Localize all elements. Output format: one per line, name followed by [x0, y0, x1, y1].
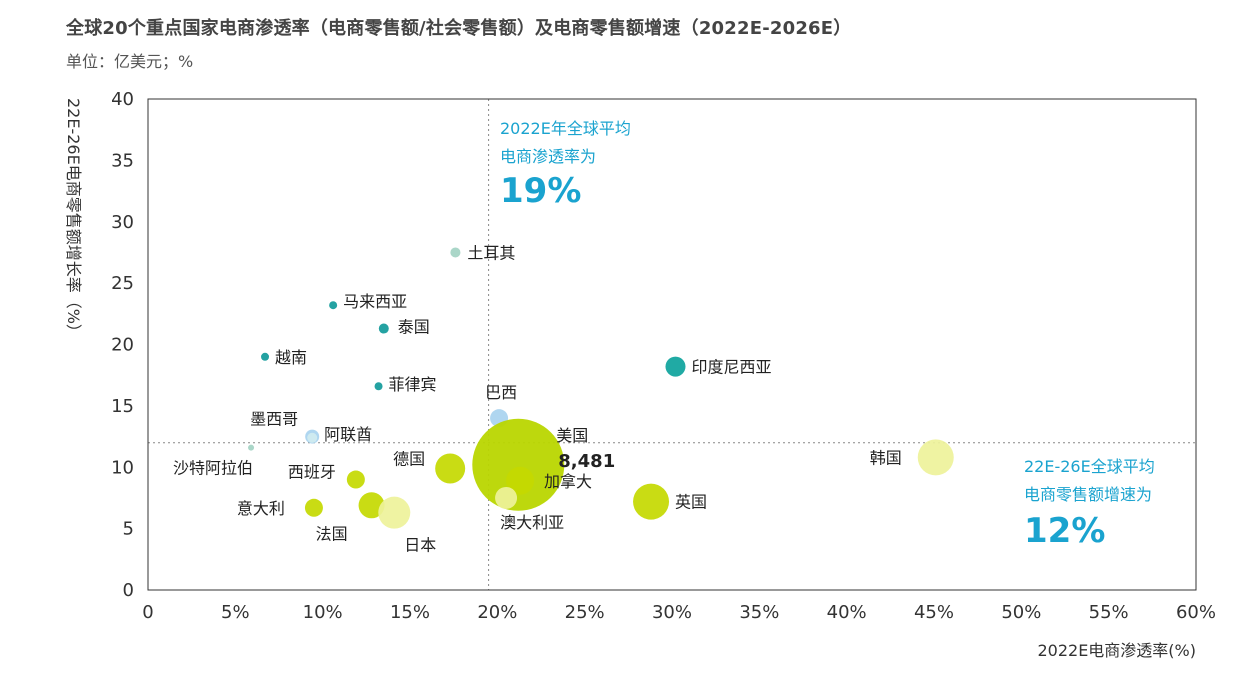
y-tick-label: 20	[111, 335, 134, 356]
data-point	[329, 301, 338, 310]
plot-frame	[147, 98, 1197, 591]
x-tick-label: 50%	[1001, 602, 1041, 623]
point-label: 韩国	[870, 448, 902, 467]
point-label: 越南	[275, 348, 307, 367]
point-label: 意大利	[237, 499, 285, 518]
y-tick-label: 0	[123, 580, 134, 601]
data-point	[450, 247, 461, 258]
data-point	[435, 453, 466, 484]
point-label: 德国	[393, 449, 425, 468]
point-label: 澳大利亚	[500, 513, 564, 532]
point-label: 法国	[316, 524, 348, 543]
data-point	[358, 492, 385, 519]
x-tick-label: 0	[142, 602, 153, 623]
data-point	[917, 439, 954, 476]
point-label: 英国	[675, 493, 707, 512]
point-label: 沙特阿拉伯	[173, 459, 253, 478]
x-tick-label: 10%	[303, 602, 343, 623]
point-label: 西班牙	[288, 463, 336, 482]
data-point	[378, 496, 411, 529]
y-tick-label: 40	[111, 89, 134, 110]
y-tick-label: 15	[111, 396, 134, 417]
x-avg-annotation-line1: 2022E年全球平均	[500, 119, 631, 138]
y-avg-annotation-line1: 22E-26E全球平均	[1024, 457, 1155, 476]
x-tick-label: 60%	[1176, 602, 1216, 623]
y-axis-label-text: 22E-26E电商零售额增长率（%）	[64, 98, 83, 340]
point-label: 加拿大	[544, 472, 592, 491]
point-label: 泰国	[398, 318, 430, 337]
y-axis-label: 22E-26E电商零售额增长率（%）	[64, 98, 83, 340]
y-tick-label: 35	[111, 150, 134, 171]
x-tick-label: 25%	[565, 602, 605, 623]
data-point	[506, 466, 535, 495]
chart-title: 全球20个重点国家电商渗透率（电商零售额/社会零售额）及电商零售额增速（2022…	[66, 18, 852, 39]
point-label: 墨西哥	[250, 410, 298, 429]
x-axis-label: 2022E电商渗透率(%)	[1037, 641, 1196, 660]
point-label: 美国	[556, 426, 588, 445]
x-tick-label: 40%	[827, 602, 867, 623]
y-tick-label: 10	[111, 457, 134, 478]
point-label: 日本	[404, 536, 436, 555]
y-tick-label: 30	[111, 212, 134, 233]
x-tick-label: 55%	[1089, 602, 1129, 623]
point-label: 土耳其	[467, 243, 515, 262]
data-point	[472, 418, 565, 511]
data-point	[495, 486, 518, 509]
x-tick-label: 35%	[739, 602, 779, 623]
data-point	[261, 352, 270, 361]
y-avg-annotation-line2: 电商零售额增速为	[1024, 485, 1152, 504]
data-point	[248, 444, 255, 451]
point-label: 马来西亚	[343, 292, 407, 311]
data-point	[665, 356, 686, 377]
y-tick-label: 5	[123, 519, 134, 540]
data-point	[304, 498, 323, 517]
point-label: 阿联酋	[324, 425, 372, 444]
x-tick-label: 30%	[652, 602, 692, 623]
point-value-label: 8,481	[558, 451, 615, 472]
chart-subtitle: 单位：亿美元；%	[66, 52, 194, 71]
data-point	[378, 323, 389, 334]
y-tick-label: 25	[111, 273, 134, 294]
x-tick-label: 5%	[221, 602, 250, 623]
x-tick-label: 15%	[390, 602, 430, 623]
x-avg-annotation-value: 19%	[500, 171, 581, 211]
data-point	[374, 382, 383, 391]
data-point	[346, 470, 365, 489]
point-label: 印度尼西亚	[691, 358, 771, 377]
x-avg-annotation-line2: 电商渗透率为	[500, 147, 596, 166]
x-tick-label: 20%	[477, 602, 517, 623]
data-point	[633, 483, 670, 520]
point-label: 巴西	[485, 383, 517, 402]
y-avg-annotation-value: 12%	[1024, 511, 1105, 551]
x-tick-label: 45%	[914, 602, 954, 623]
data-point	[307, 432, 318, 443]
point-label: 菲律宾	[389, 375, 437, 394]
